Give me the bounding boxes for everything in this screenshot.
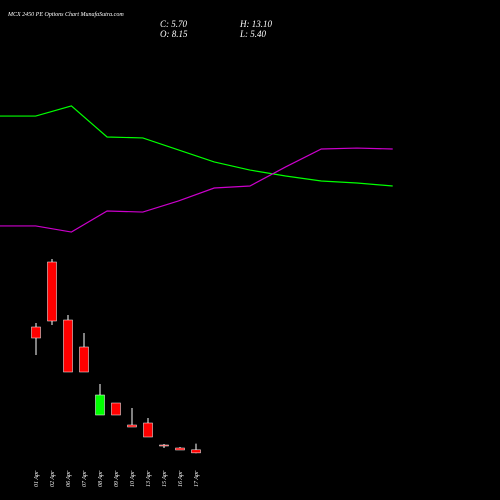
low-label: L: 5.40: [239, 29, 267, 39]
x-tick-label: 10 Apr: [130, 470, 136, 487]
candle-body: [79, 346, 89, 373]
x-tick-label: 15 Apr: [162, 470, 168, 487]
x-tick-label: 09 Apr: [114, 470, 120, 487]
close-label: C: 5.70: [160, 19, 188, 29]
x-tick-label: 01 Apr: [34, 470, 40, 487]
candle-body: [175, 447, 185, 451]
indicator-line: [0, 147, 393, 233]
candle-body: [111, 402, 121, 416]
x-tick-label: 07 Apr: [82, 470, 88, 487]
x-tick-label: 16 Apr: [178, 470, 184, 487]
candle-body: [191, 449, 201, 454]
open-label: O: 8.15: [160, 29, 188, 39]
high-label: H: 13.10: [239, 19, 272, 29]
candle-body: [159, 444, 169, 447]
x-tick-label: 02 Apr: [50, 470, 56, 487]
candle-body: [143, 422, 153, 438]
candle-body: [31, 326, 41, 339]
candle-body: [127, 424, 137, 428]
x-tick-label: 08 Apr: [98, 470, 104, 487]
x-tick-label: 13 Apr: [146, 470, 152, 487]
candle-body: [63, 319, 73, 373]
indicator-line: [0, 105, 393, 187]
x-tick-label: 06 Apr: [66, 470, 72, 487]
chart-title: MCX 2450 PE Options Chart MunafaSutra.co…: [7, 11, 124, 18]
x-tick-label: 17 Apr: [194, 470, 200, 487]
candle-body: [47, 261, 57, 322]
candle-body: [95, 394, 105, 416]
